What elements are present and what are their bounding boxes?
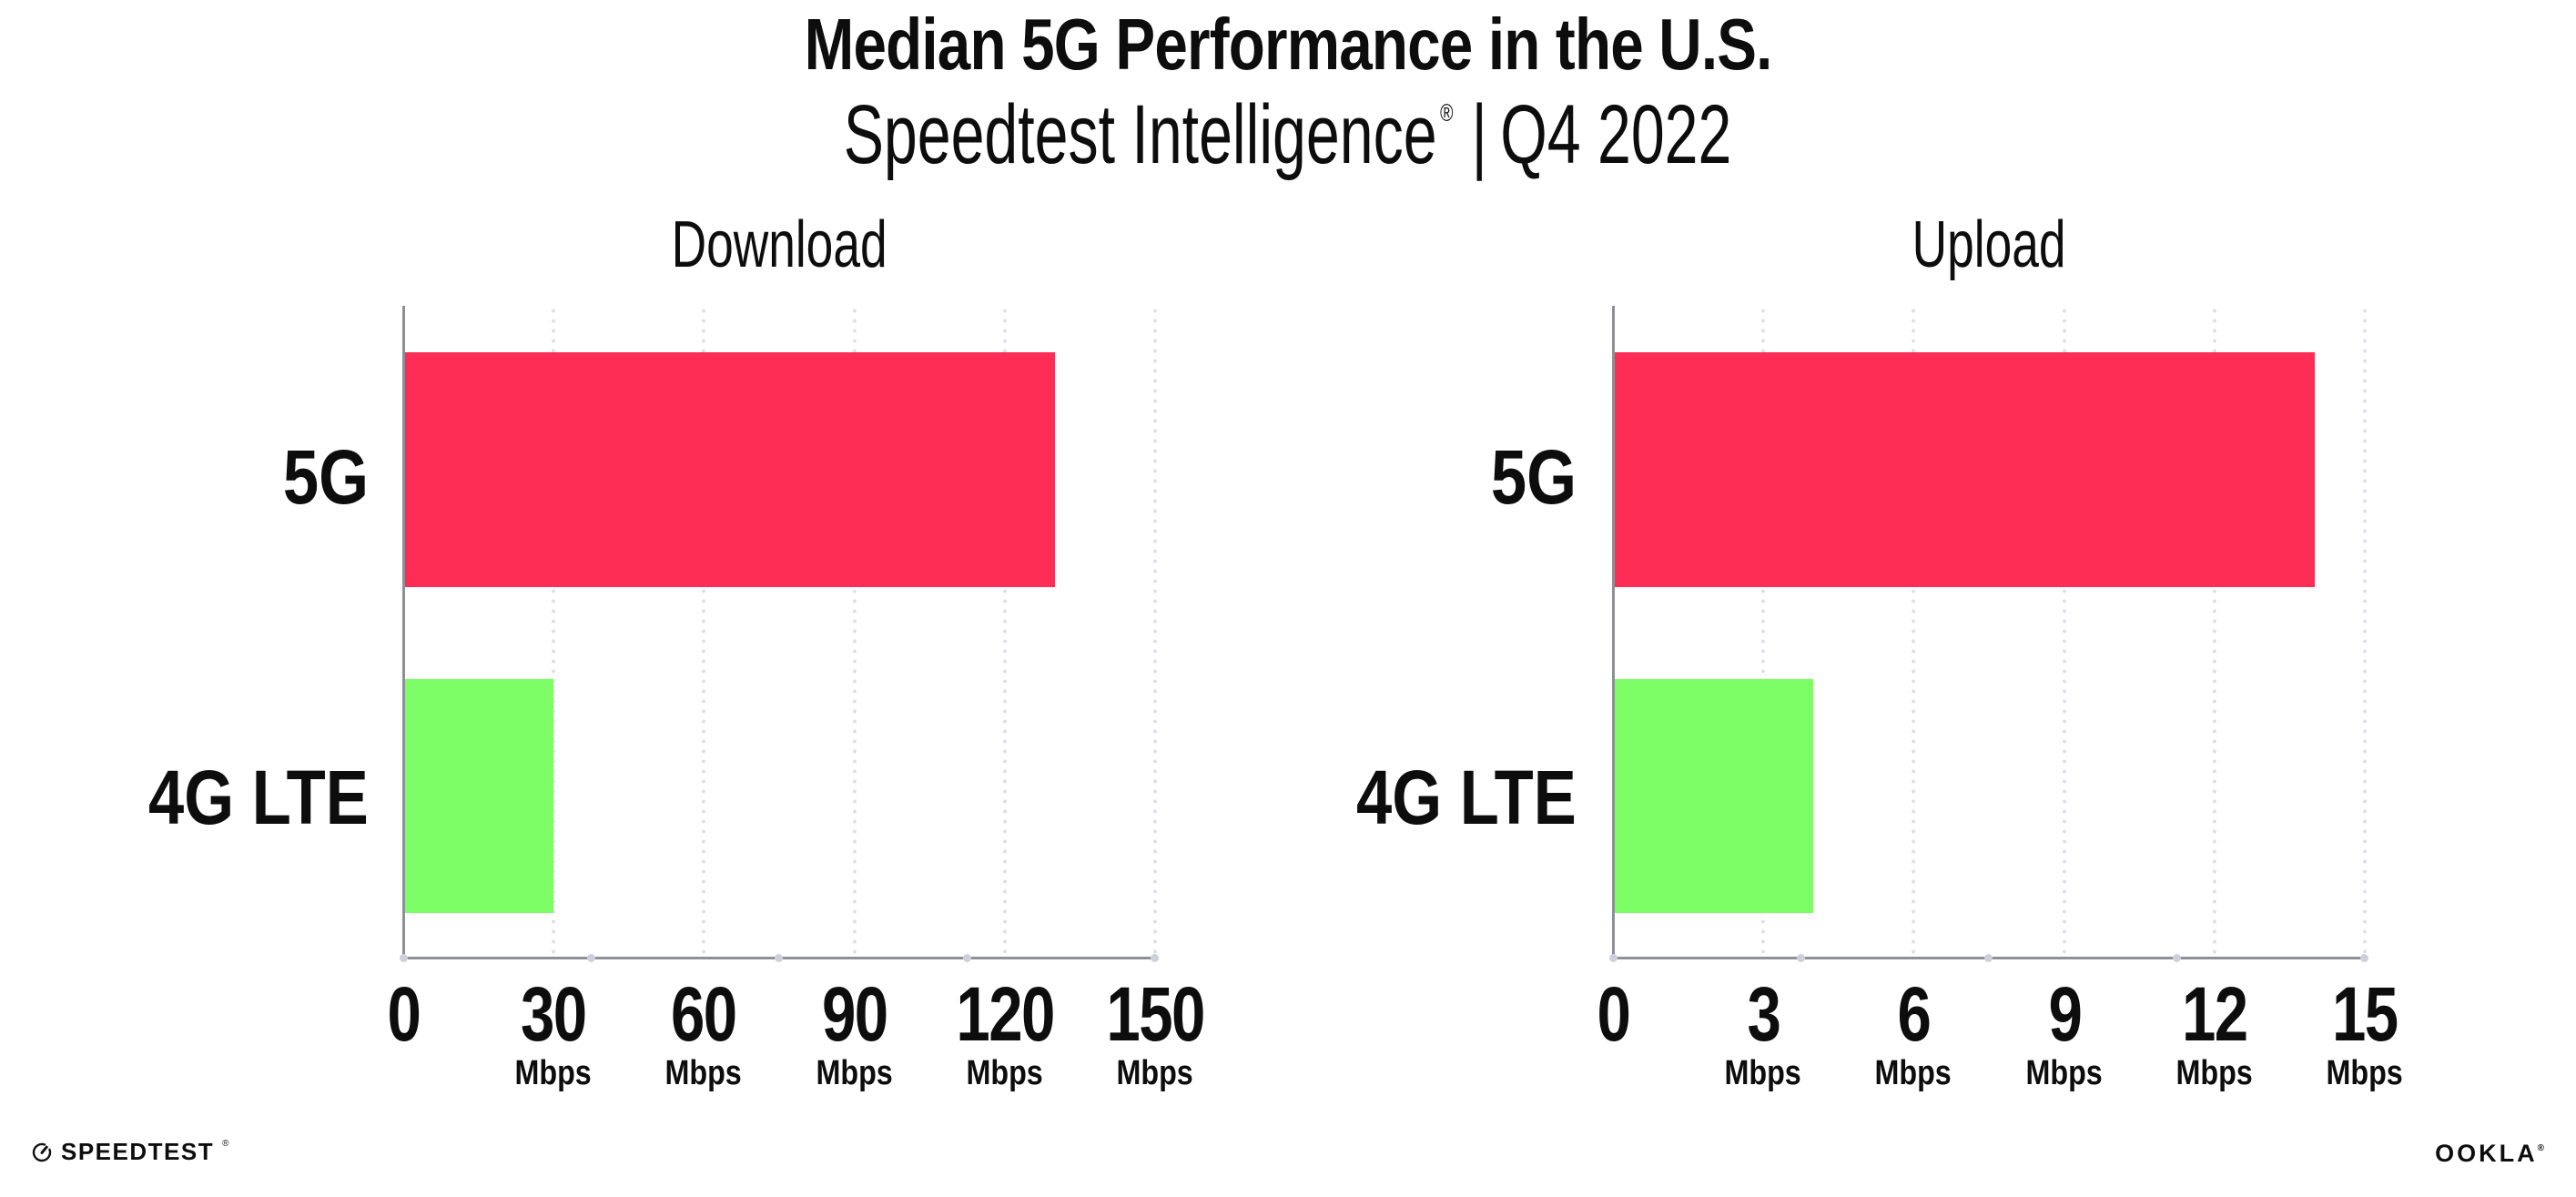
upload-x-tick-0: 0	[1597, 971, 1630, 1057]
y-axis-line	[402, 306, 405, 959]
download-x-tick-0: 0	[387, 971, 421, 1057]
upload-x-tick-15: 15 Mbps	[2326, 971, 2404, 1092]
subtitle-period: Q4 2022	[1500, 88, 1732, 181]
upload-chart-title: Upload	[1912, 208, 2066, 281]
download-x-tick-30: 30 Mbps	[514, 971, 593, 1092]
bar-5g-upload	[1613, 352, 2315, 587]
page-title: Median 5G Performance in the U.S.	[0, 5, 2576, 84]
upload-x-tick-6: 6 Mbps	[1874, 971, 1952, 1092]
bar-5g-download	[403, 352, 1055, 587]
subtitle-divider: |	[1472, 88, 1488, 181]
axis-tick-dot	[2360, 954, 2368, 962]
axis-tick-dot	[963, 954, 971, 962]
gridline	[853, 306, 857, 959]
gridline	[1003, 306, 1007, 959]
page-subtitle: Speedtest Intelligence ® | Q4 2022	[0, 89, 2576, 200]
speedtest-logo: SPEEDTEST ®	[31, 1138, 228, 1166]
axis-tick-dot	[400, 954, 408, 962]
axis-tick-dot	[775, 954, 783, 962]
gridline	[2063, 306, 2066, 959]
download-plot-area	[400, 306, 1159, 962]
bar-4g-lte-upload	[1613, 679, 1814, 913]
download-category-label-5g: 5G	[282, 434, 369, 520]
gridline	[1912, 306, 1915, 959]
ookla-logo-text: OOKLA	[2435, 1140, 2538, 1167]
axis-tick-dot	[587, 954, 595, 962]
download-chart-title: Download	[671, 208, 887, 281]
gridline	[1761, 306, 1765, 959]
download-x-tick-90: 90 Mbps	[816, 971, 894, 1092]
bar-4g-lte-download	[403, 679, 554, 913]
registered-mark-icon: ®	[2537, 1143, 2544, 1153]
upload-category-label-5g: 5G	[1490, 434, 1577, 520]
gridline	[1153, 306, 1157, 959]
gridline	[702, 306, 705, 959]
speedtest-gauge-icon	[32, 1142, 52, 1161]
y-axis-line	[1612, 306, 1615, 959]
gridline	[552, 306, 555, 959]
axis-tick-dot	[1797, 954, 1805, 962]
gridline	[2363, 306, 2367, 959]
upload-plot-area	[1609, 306, 2368, 962]
upload-category-label-4g-lte: 4G LTE	[1356, 755, 1577, 840]
download-category-label-4g-lte: 4G LTE	[148, 755, 369, 840]
speedtest-logo-text: SPEEDTEST	[61, 1138, 215, 1165]
upload-x-tick-12: 12 Mbps	[2175, 971, 2254, 1092]
axis-tick-dot	[2173, 954, 2181, 962]
axis-tick-dot	[1609, 954, 1618, 962]
download-x-tick-60: 60 Mbps	[664, 971, 743, 1092]
page-title-text: Median 5G Performance in the U.S.	[804, 4, 1773, 85]
axis-tick-dot	[1151, 954, 1159, 962]
registered-mark-icon: ®	[1440, 99, 1454, 127]
download-x-tick-150: 150 Mbps	[1106, 971, 1205, 1092]
gridline	[2213, 306, 2216, 959]
upload-x-tick-9: 9 Mbps	[2025, 971, 2104, 1092]
ookla-logo: OOKLA®	[2435, 1140, 2544, 1168]
subtitle-product: Speedtest Intelligence	[844, 88, 1437, 181]
upload-x-tick-3: 3 Mbps	[1724, 971, 1802, 1092]
registered-mark-icon: ®	[222, 1139, 229, 1149]
axis-tick-dot	[1984, 954, 1993, 962]
download-x-tick-120: 120 Mbps	[956, 971, 1055, 1092]
